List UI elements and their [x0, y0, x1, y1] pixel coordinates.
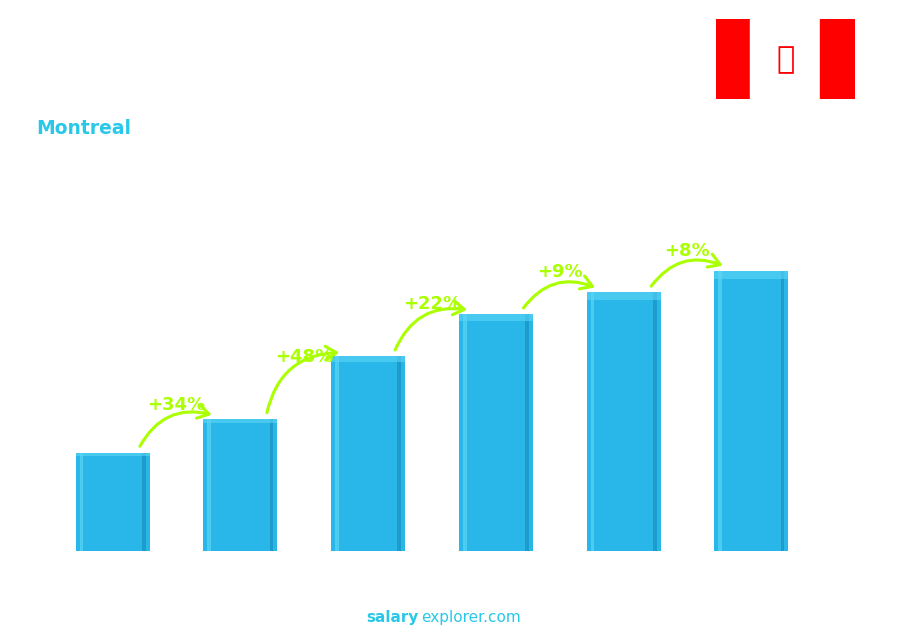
Bar — [398, 356, 401, 551]
FancyArrowPatch shape — [267, 346, 337, 413]
Text: 219,000 CAD: 219,000 CAD — [745, 253, 827, 265]
Bar — [716, 19, 751, 99]
Bar — [525, 314, 529, 551]
Bar — [331, 356, 405, 551]
Bar — [459, 314, 533, 321]
Text: 🍁: 🍁 — [776, 45, 795, 74]
Text: Salary Comparison By Experience: Salary Comparison By Experience — [36, 19, 587, 47]
Bar — [459, 314, 533, 551]
Bar — [780, 271, 784, 551]
Text: +9%: +9% — [537, 263, 582, 281]
Bar — [587, 292, 661, 551]
FancyArrowPatch shape — [524, 276, 592, 308]
Text: E-procurement Specialist: E-procurement Specialist — [36, 80, 271, 99]
Bar — [590, 292, 594, 551]
Bar — [751, 19, 820, 99]
Bar — [652, 292, 657, 551]
Bar — [718, 271, 722, 551]
FancyArrowPatch shape — [395, 301, 464, 350]
Bar — [203, 419, 277, 551]
Text: explorer.com: explorer.com — [421, 610, 521, 625]
Text: +34%: +34% — [148, 396, 205, 414]
FancyArrowPatch shape — [140, 404, 209, 446]
Bar — [80, 453, 84, 551]
Bar — [820, 19, 855, 99]
Text: +22%: +22% — [403, 296, 461, 313]
Text: +8%: +8% — [664, 242, 710, 260]
Text: +48%: +48% — [275, 348, 333, 366]
FancyArrowPatch shape — [652, 254, 720, 286]
Text: 103,000 CAD: 103,000 CAD — [221, 401, 304, 414]
Bar — [715, 271, 788, 279]
Bar — [270, 419, 274, 551]
Bar — [587, 292, 661, 300]
Text: Average Yearly Salary: Average Yearly Salary — [872, 328, 883, 441]
Text: 77,000 CAD: 77,000 CAD — [94, 435, 168, 447]
Text: 185,000 CAD: 185,000 CAD — [477, 296, 560, 309]
Bar — [76, 453, 149, 551]
Bar — [335, 356, 339, 551]
Text: salary: salary — [366, 610, 418, 625]
Bar — [331, 356, 405, 362]
Bar — [207, 419, 211, 551]
Text: 152,000 CAD: 152,000 CAD — [349, 338, 432, 351]
Bar — [463, 314, 466, 551]
Bar — [76, 453, 149, 456]
Text: Montreal: Montreal — [36, 119, 131, 138]
Bar — [142, 453, 146, 551]
Bar — [203, 419, 277, 423]
Bar — [715, 271, 788, 551]
Text: 202,000 CAD: 202,000 CAD — [605, 274, 687, 287]
